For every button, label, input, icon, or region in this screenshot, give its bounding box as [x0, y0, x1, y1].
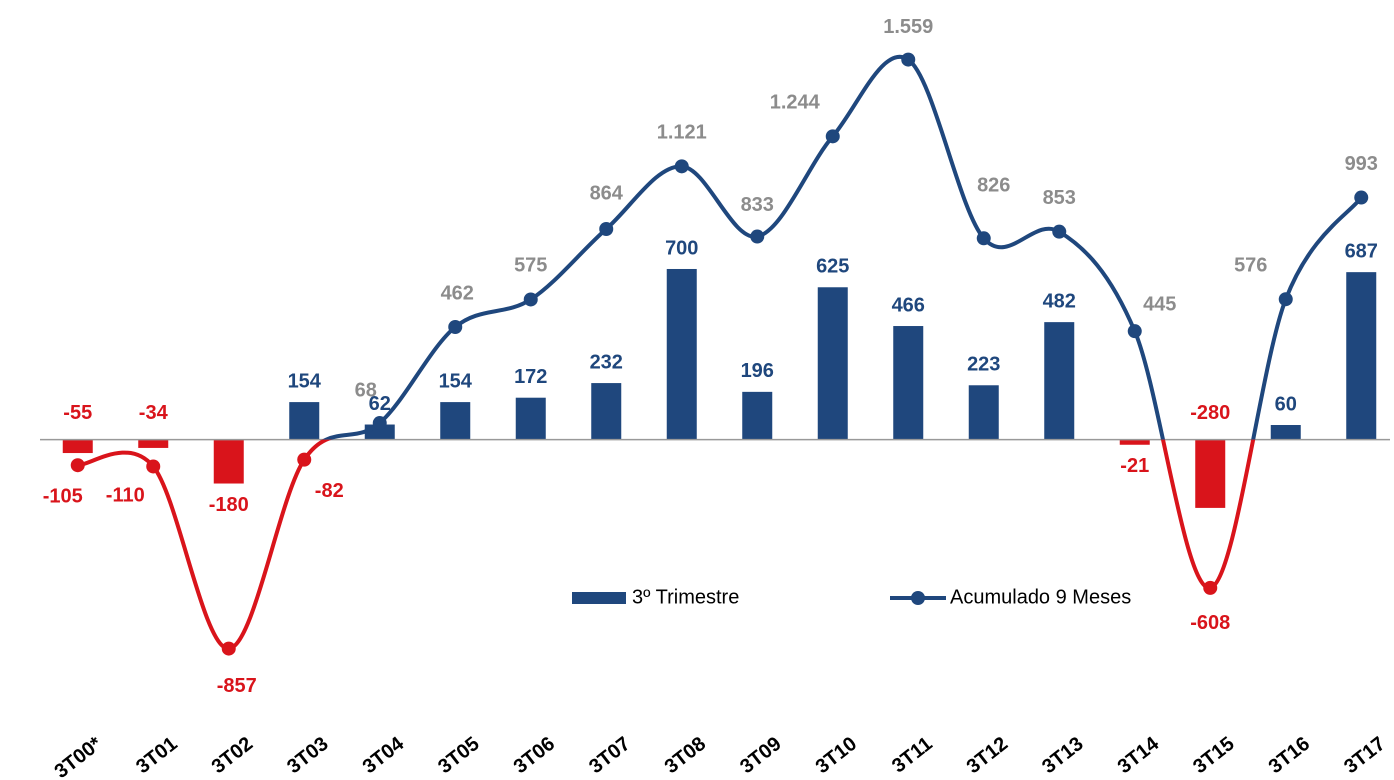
- line-marker: [825, 129, 840, 144]
- x-tick-label: 3T08: [661, 733, 710, 778]
- line-marker: [146, 459, 161, 474]
- legend-swatch: [572, 592, 626, 604]
- bar-value-label: 232: [590, 351, 623, 373]
- bar: [138, 439, 169, 448]
- bar: [968, 385, 999, 440]
- bar-value-label: 196: [741, 360, 774, 382]
- line-marker: [1203, 580, 1218, 595]
- bar: [289, 402, 320, 440]
- line-value-label: 833: [741, 194, 774, 216]
- line-value-label: 826: [977, 175, 1010, 197]
- line-marker: [1052, 224, 1067, 239]
- bar-value-label: 62: [369, 393, 391, 415]
- bar-value-label: 172: [514, 366, 547, 388]
- x-tick-label: 3T13: [1038, 733, 1087, 778]
- bar: [440, 402, 471, 440]
- legend: 3º Trimestre Acumulado 9 Meses: [572, 586, 1131, 608]
- x-tick-label: 3T01: [132, 733, 181, 778]
- line-marker: [1127, 324, 1142, 339]
- bar-value-label: -21: [1120, 455, 1149, 477]
- line-marker: [372, 416, 387, 431]
- line-negative: [77, 439, 1256, 651]
- line-marker: [1354, 190, 1369, 205]
- legend-swatch-marker: [911, 591, 925, 605]
- line-value-label: -608: [1190, 612, 1230, 634]
- line-marker: [599, 222, 614, 237]
- line-marker: [1278, 292, 1293, 307]
- bar-value-label: 154: [288, 370, 322, 392]
- bar-value-label: 700: [665, 237, 698, 259]
- bar-value-label: 482: [1043, 290, 1076, 312]
- line-value-label: 993: [1345, 153, 1378, 175]
- x-tick-label: 3T14: [1114, 732, 1164, 778]
- bar: [1119, 439, 1150, 445]
- x-tick-label: 3T16: [1265, 733, 1314, 778]
- x-tick-label: 3T09: [736, 733, 785, 778]
- line-marker: [448, 320, 463, 335]
- line-value-label: -110: [106, 485, 145, 507]
- line-marker: [750, 229, 765, 244]
- x-tick-label: 3T03: [283, 733, 332, 778]
- x-tick-label: 3T15: [1189, 733, 1238, 778]
- line-marker: [674, 159, 689, 174]
- x-tick-label: 3T12: [963, 733, 1012, 778]
- x-tick-label: 3T02: [208, 733, 257, 778]
- line-marker: [976, 231, 991, 246]
- line-marker: [901, 52, 916, 67]
- line-value-label: 1.244: [770, 92, 821, 114]
- line-value-label: -857: [217, 675, 257, 697]
- bar: [62, 439, 93, 454]
- line-value-label: 1.121: [657, 122, 707, 144]
- line-value-label: 853: [1043, 187, 1076, 209]
- x-tick-label: 3T04: [359, 732, 409, 778]
- bar-value-label: -280: [1190, 402, 1230, 424]
- bar: [515, 397, 546, 440]
- x-tick-label: 3T05: [434, 733, 483, 778]
- bar-value-label: -55: [63, 402, 92, 424]
- line-value-label: 68: [355, 379, 377, 401]
- x-tick-label: 3T10: [812, 733, 861, 778]
- bar: [1346, 272, 1377, 440]
- line-value-label: -105: [43, 486, 83, 508]
- bar-value-label: 466: [892, 294, 925, 316]
- line-value-label: 445: [1143, 293, 1176, 315]
- legend-label: 3º Trimestre: [632, 586, 739, 608]
- x-tick-label: 3T17: [1340, 733, 1389, 778]
- line-value-label: -82: [315, 480, 344, 502]
- line-value-label: 864: [590, 182, 624, 204]
- line-marker: [523, 292, 538, 307]
- line-value-label: 1.559: [883, 16, 933, 38]
- bar: [666, 268, 697, 440]
- bar: [591, 383, 622, 440]
- x-tick-label: 3T07: [585, 733, 634, 778]
- bar: [213, 439, 244, 484]
- line-marker: [297, 452, 312, 467]
- bar-value-label: 223: [967, 354, 1000, 376]
- line-value-label: 462: [441, 282, 474, 304]
- bar: [742, 391, 773, 440]
- bar-value-label: 154: [439, 370, 473, 392]
- x-tick-label: 3T11: [888, 733, 937, 778]
- bar-value-label: -34: [139, 402, 169, 424]
- bar: [1044, 322, 1075, 440]
- bar-value-label: 625: [816, 256, 849, 278]
- bar: [893, 326, 924, 440]
- line-marker: [70, 458, 85, 473]
- bar-value-label: 687: [1345, 240, 1378, 262]
- bar-value-label: -180: [209, 494, 249, 516]
- line-value-label: 576: [1234, 254, 1267, 276]
- bar-value-label: 60: [1275, 393, 1297, 415]
- x-tick-label: 3T00*: [50, 733, 106, 780]
- legend-label: Acumulado 9 Meses: [950, 586, 1131, 608]
- line-marker: [221, 641, 236, 656]
- bar: [1195, 439, 1226, 508]
- x-tick-label: 3T06: [510, 733, 559, 778]
- bar: [1270, 425, 1301, 440]
- bar: [817, 287, 848, 440]
- line-value-label: 575: [514, 255, 547, 277]
